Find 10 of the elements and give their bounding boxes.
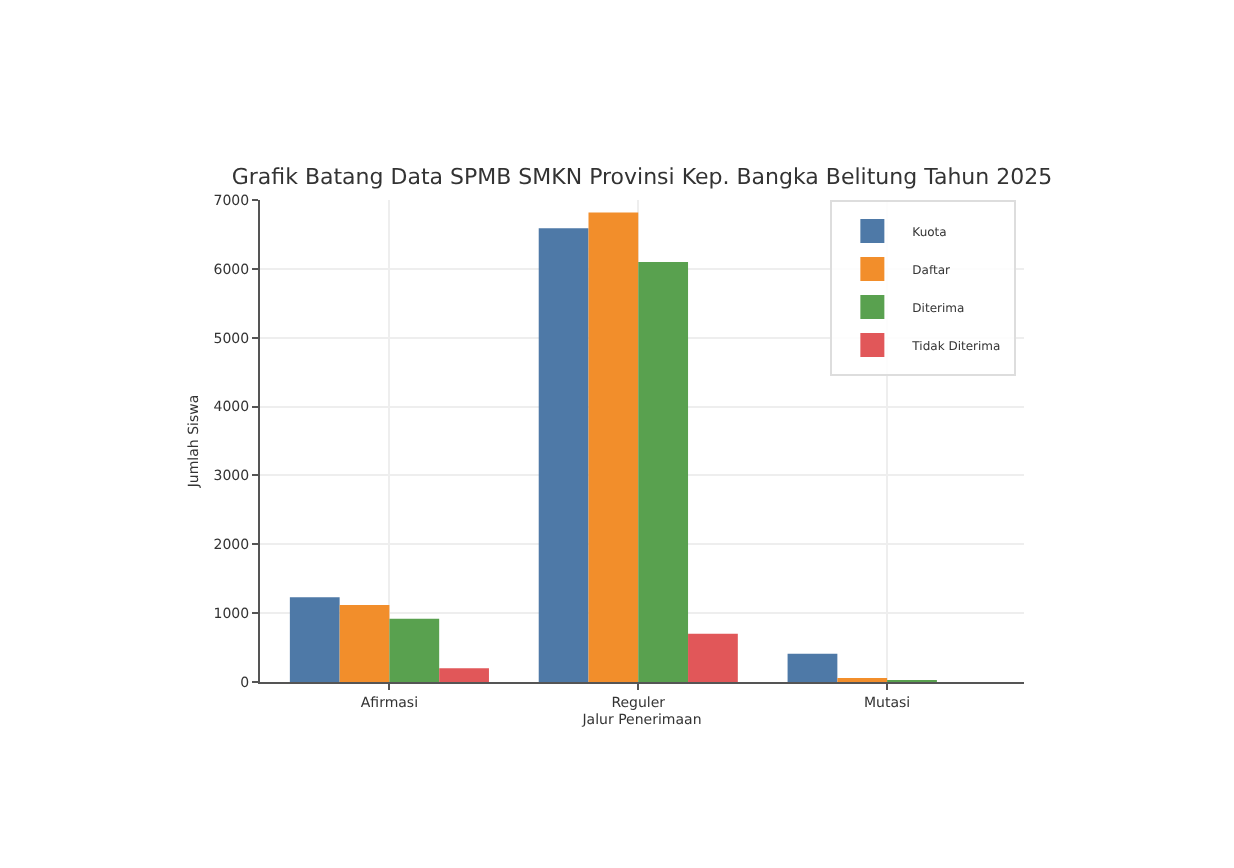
bar (389, 618, 440, 682)
chart-title: Grafik Batang Data SPMB SMKN Provinsi Kep. Bangka Belitung Tahun 2025 (231, 164, 1053, 190)
bar (439, 668, 489, 682)
bar (688, 633, 738, 682)
bar (339, 604, 390, 682)
bar (787, 653, 838, 682)
bar (588, 212, 639, 682)
bar (538, 228, 589, 682)
bar (289, 597, 340, 682)
bar (638, 261, 689, 682)
